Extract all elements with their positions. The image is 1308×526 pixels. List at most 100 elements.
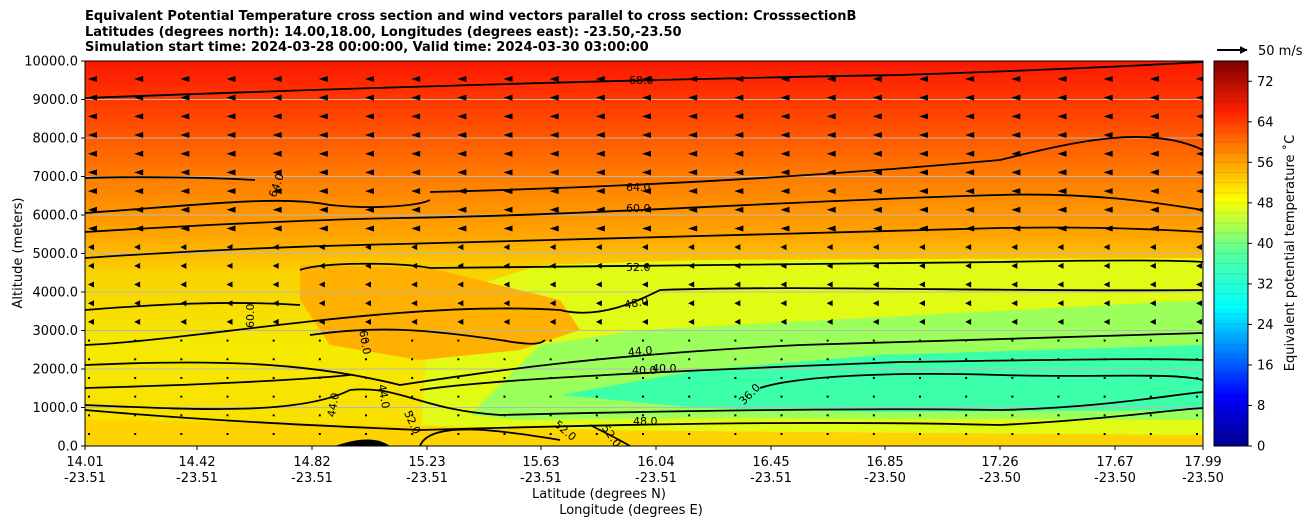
wind-arrow [365,188,374,195]
wind-arrow [1057,376,1060,379]
wind-arrow [826,244,833,251]
wind-arrow [411,225,421,232]
wind-arrow [1149,414,1152,417]
wind-arrow [919,113,928,120]
wind-arrow [780,150,790,157]
wind-arrow [965,188,975,195]
colorbar-tick-label: 56 [1257,156,1274,171]
contour-64-left [85,199,431,214]
wind-arrow [1011,188,1021,195]
y-tick-label: 6000.0 [33,209,79,224]
colorbar-label: Equivalent potential temperature ˚C [1282,135,1298,371]
wind-arrow [780,318,787,325]
colorbar: 0 8 16 24 32 40 48 56 64 72 Equivalent potential … [1213,60,1298,455]
wind-arrow [134,188,144,195]
wind-arrow [965,150,975,157]
wind-arrow [965,376,968,379]
wind-arrow [365,395,367,398]
wind-arrow [1196,395,1198,398]
wind-arrow [411,433,414,435]
wind-arrow [688,262,695,269]
wind-arrow [318,244,325,251]
wind-arrow [780,414,783,417]
wind-arrow [503,433,506,435]
wind-arrow [595,262,602,269]
wind-arrow [457,433,460,435]
wind-arrow [365,376,367,379]
wind-arrow [1149,76,1159,82]
wind-arrow [642,150,651,157]
wind-arrow [180,262,187,269]
wind-arrow [1057,358,1060,361]
wind-arrow [134,318,141,325]
wind-arrow [226,169,236,176]
wind-arrow [134,169,144,176]
wind-arrow [872,132,882,139]
wind-arrow [595,318,602,325]
wind-arrow [688,395,691,398]
wind-arrow [272,339,275,342]
colorbar-tick-label: 8 [1257,399,1265,414]
wind-arrow [549,225,559,232]
wind-arrow [457,300,464,307]
wind-arrow [365,414,367,417]
wind-arrow [595,414,598,417]
wind-arrow [595,76,605,82]
colorbar-tick-label: 16 [1257,358,1274,373]
chart-title: Equivalent Potential Temperature cross s… [85,9,856,56]
wind-arrow [872,113,882,120]
wind-arrow [411,395,414,398]
wind-arrow [642,358,644,361]
wind-arrow [1011,376,1014,379]
wind-arrow [1196,132,1203,138]
wind-arrow [457,113,467,120]
wind-arrow [780,281,787,288]
wind-arrow [919,225,928,232]
wind-arrow [1149,300,1156,307]
wind-arrow [642,339,644,342]
wind-arrow [411,206,421,213]
wind-arrow [1103,376,1106,379]
wind-arrow [1196,433,1198,435]
contour-52-surface [419,424,631,446]
wind-arrow [88,94,97,101]
x-tick-label-lat: 17.67 [1096,455,1133,470]
contour-48 [85,287,1203,346]
wind-arrow [1103,300,1110,307]
contour-68 [85,61,1203,99]
wind-arrow [688,113,698,120]
colorbar-tick-label: 24 [1257,318,1274,333]
wind-arrow [549,244,556,251]
wind-arrow [965,94,975,101]
wind-arrow [457,262,464,269]
wind-arrow [1196,76,1203,82]
wind-arrow [688,414,691,417]
wind-arrow [549,358,552,361]
wind-arrow [595,206,605,213]
wind-arrow [411,76,421,82]
wind-arrow [411,169,421,176]
y-tick-label: 7000.0 [33,170,79,185]
terrain [335,439,390,446]
wind-arrow [411,358,414,361]
wind-arrow [503,300,510,307]
wind-arrow [872,169,882,176]
wind-arrow [318,414,321,417]
wind-arrow [318,150,328,157]
wind-arrow [457,169,467,176]
wind-arrow [965,300,972,307]
contour-56 [85,226,1203,259]
wind-arrow [872,358,875,361]
wind-arrow [595,150,605,157]
wind-arrow [826,339,829,342]
wind-arrow [688,318,695,325]
wind-arrow [734,94,744,101]
wind-arrow [642,244,648,251]
wind-arrow [272,188,282,195]
wind-arrow [411,414,414,417]
x-axis-label-lat: Latitude (degrees N) [532,487,666,502]
wind-arrow [226,76,236,82]
wind-arrow [872,76,882,82]
wind-arrow [457,76,467,82]
x-tick-label-lat: 14.82 [293,455,330,470]
